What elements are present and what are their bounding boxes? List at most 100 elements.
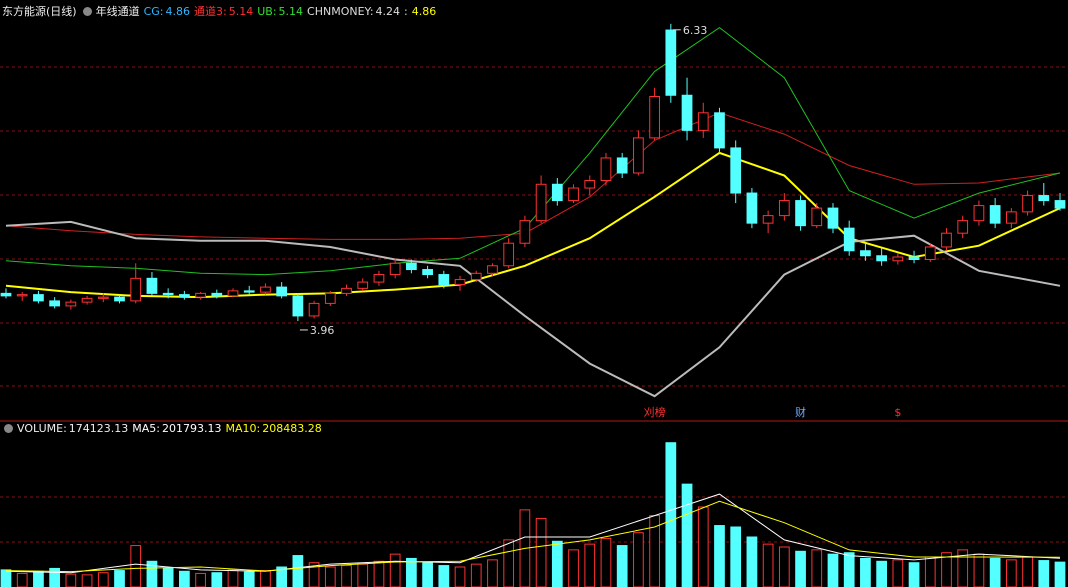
volume-bar <box>470 563 482 587</box>
volume-bar <box>1005 559 1017 587</box>
candle-body <box>973 205 985 222</box>
volume-bar <box>308 562 320 587</box>
volume-bar <box>243 571 255 587</box>
volume-value: 174123.13 <box>68 422 129 435</box>
volume-bar <box>0 569 12 587</box>
candle-body <box>33 294 44 302</box>
volume-bar <box>260 570 271 587</box>
candle-body <box>406 262 417 271</box>
candle-body <box>211 292 223 297</box>
volume-bar <box>665 442 677 587</box>
candle-body <box>503 242 515 267</box>
volume-bar <box>681 483 693 587</box>
candle-body <box>260 286 271 293</box>
candle-body <box>697 112 709 131</box>
candle-body <box>616 157 628 174</box>
volume-bar <box>438 565 450 587</box>
candle-body <box>81 297 93 303</box>
volume-bar <box>989 557 1001 587</box>
volume-bar <box>422 562 433 587</box>
legend-value: 5.14 <box>228 5 254 18</box>
event-label: 财 <box>795 405 806 419</box>
candle-body <box>49 300 61 307</box>
candle-body <box>941 232 952 248</box>
candle-body <box>438 274 450 286</box>
icon[interactable] <box>4 424 13 433</box>
candle-body <box>730 147 742 194</box>
volume-bar <box>568 549 579 587</box>
candle-body <box>843 227 855 252</box>
volume-bar <box>389 553 401 587</box>
volume-bar <box>924 556 936 587</box>
candle-body <box>600 157 612 182</box>
volume-bar <box>616 545 628 587</box>
candle-body <box>179 294 190 298</box>
legend-label: CG: <box>143 5 164 18</box>
volume-header: VOLUME: 174123.13 MA5: 201793.13 MA10: 208483… <box>2 421 326 437</box>
candle-body <box>276 286 288 297</box>
volume-bar <box>827 553 839 587</box>
candle-body <box>957 220 969 234</box>
candle-body <box>16 294 28 297</box>
candle-body <box>1038 195 1050 202</box>
indicator-line <box>5 151 1061 299</box>
legend-separator: : <box>404 5 408 18</box>
legend-value: 4.24 <box>375 5 401 18</box>
volume-bar <box>324 566 336 587</box>
volume-bar <box>114 570 125 587</box>
candle-body <box>876 255 887 262</box>
indicator-line <box>5 220 1061 398</box>
volume-bar <box>227 569 239 587</box>
candle-body <box>65 301 77 307</box>
candle-body <box>308 302 320 317</box>
volume-bar <box>373 560 385 587</box>
volume-bar <box>503 539 515 587</box>
legend-label: MA5: <box>132 422 161 435</box>
volume-bar <box>908 562 920 587</box>
volume-bar <box>795 550 806 587</box>
candle-body <box>1005 211 1017 224</box>
volume-bar <box>843 552 855 587</box>
icon[interactable] <box>82 7 92 16</box>
volume-bar <box>551 540 563 587</box>
candle-body <box>1054 200 1066 209</box>
candle-body <box>860 250 871 257</box>
legend-label: CHNMONEY: <box>307 5 374 18</box>
candle-body <box>114 296 125 302</box>
volume-label: VOLUME: <box>17 422 67 435</box>
candle-body <box>681 94 693 131</box>
legend-label: MA10: <box>225 422 261 435</box>
volume-bar <box>292 555 304 587</box>
volume-bar <box>811 549 823 587</box>
volume-bar <box>1054 561 1066 587</box>
volume-bar <box>535 517 547 587</box>
volume-bar <box>649 515 660 587</box>
candle-body <box>568 187 579 202</box>
candle-body <box>195 292 206 298</box>
volume-bar <box>600 537 612 587</box>
candle-body <box>633 137 644 174</box>
candle-body <box>714 112 725 149</box>
candle-body <box>519 220 531 244</box>
volume-bar <box>584 543 596 587</box>
volume-bar <box>1038 560 1050 587</box>
candle-body <box>778 200 790 217</box>
volume-bar <box>714 525 725 587</box>
volume-bar <box>130 545 142 587</box>
candle-body <box>535 183 547 222</box>
candle-body <box>892 256 904 262</box>
volume-bar <box>16 572 28 587</box>
volume-bar <box>762 543 774 587</box>
volume-bar <box>65 573 77 587</box>
chart-title: 东方能源(日线) <box>2 5 77 18</box>
volume-bar <box>746 536 758 587</box>
legend-value: 5.14 <box>278 5 304 18</box>
candle-body <box>162 292 174 296</box>
volume-bar <box>357 563 369 587</box>
indicator-name: 年线通道 <box>95 5 140 18</box>
volume-bar <box>211 572 223 587</box>
candle-body <box>422 269 433 276</box>
event-label: $ <box>894 406 901 419</box>
